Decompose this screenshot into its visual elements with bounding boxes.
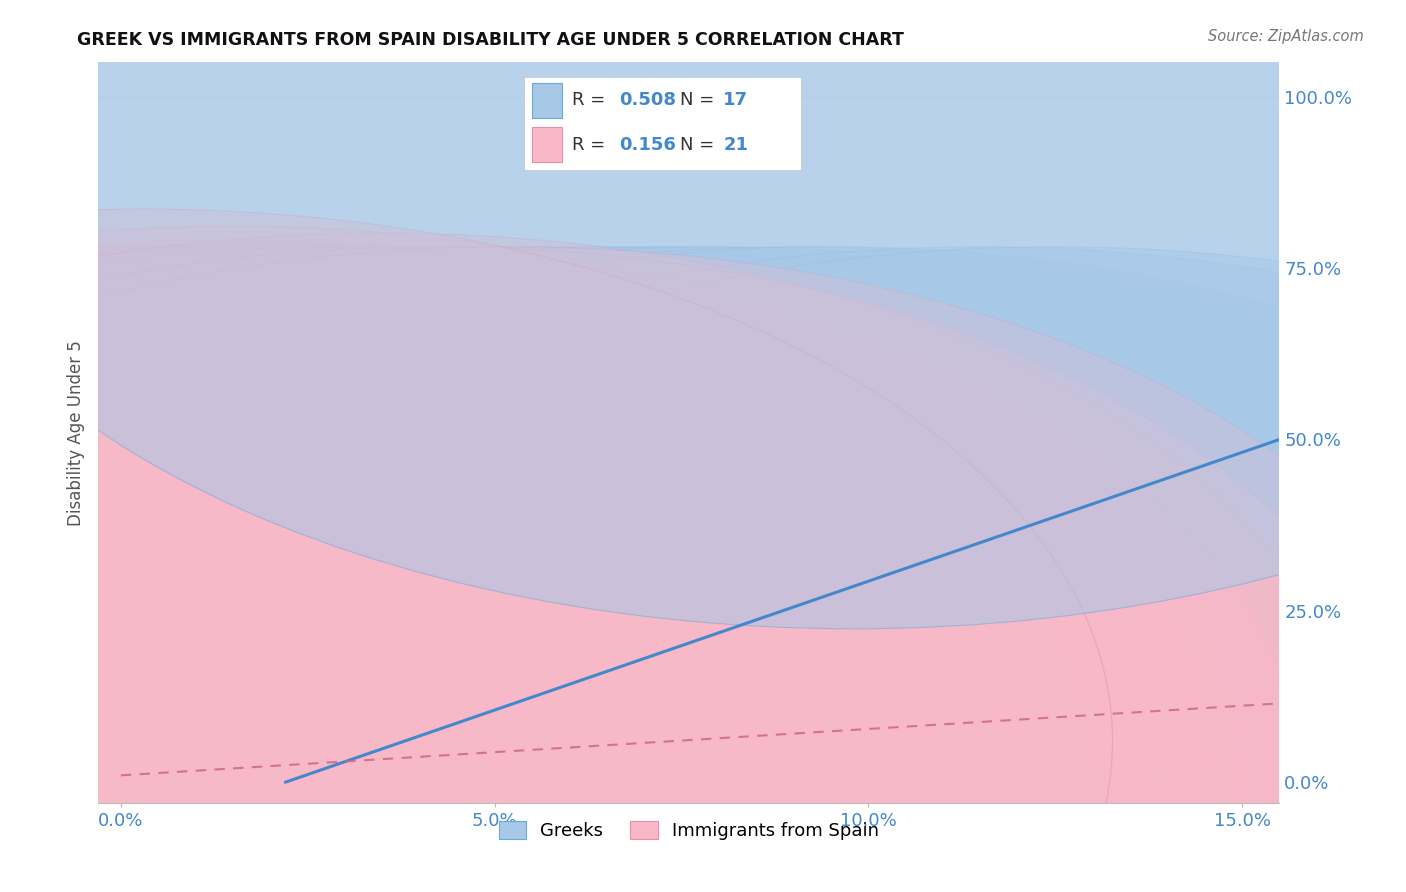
Text: atlas: atlas: [689, 407, 931, 503]
Text: Source: ZipAtlas.com: Source: ZipAtlas.com: [1208, 29, 1364, 44]
Legend: Greeks, Immigrants from Spain: Greeks, Immigrants from Spain: [489, 812, 889, 849]
Text: GREEK VS IMMIGRANTS FROM SPAIN DISABILITY AGE UNDER 5 CORRELATION CHART: GREEK VS IMMIGRANTS FROM SPAIN DISABILIT…: [77, 31, 904, 49]
Text: ZIP: ZIP: [506, 407, 689, 503]
Y-axis label: Disability Age Under 5: Disability Age Under 5: [66, 340, 84, 525]
